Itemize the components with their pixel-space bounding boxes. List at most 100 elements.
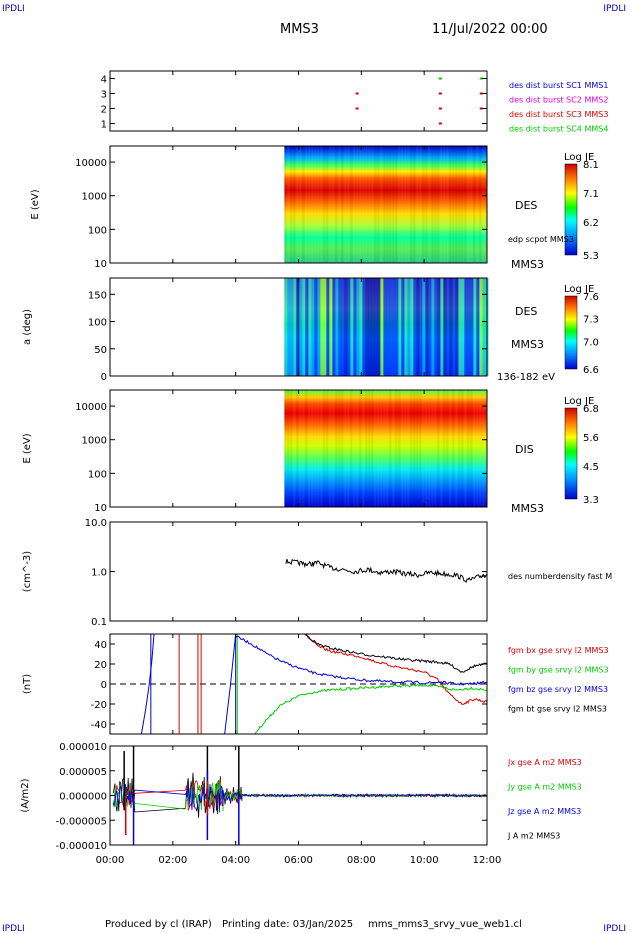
density-ylabel: (cm^-3) <box>22 551 33 592</box>
des-pitch-stripe <box>443 278 447 376</box>
des-energy-stripe <box>371 146 374 263</box>
des-energy-stripe <box>347 146 350 263</box>
des-energy-stripe <box>422 146 425 263</box>
fgm-legend-entry: fgm bt gse srvy l2 MMS3 <box>508 705 607 714</box>
des-pitch-stripe <box>305 278 309 376</box>
dis-energy-colorbar <box>564 407 578 500</box>
dis-energy-stripe <box>380 390 383 507</box>
dis-energy-colorbar-tick: 5.6 <box>583 433 599 444</box>
des-energy-stripe <box>335 146 338 263</box>
des-energy-stripe <box>416 146 419 263</box>
burst-legend-entry: des dist burst SC4 MMS4 <box>509 125 608 134</box>
des-energy-stripe <box>467 146 470 263</box>
dis-energy-stripe <box>284 390 287 507</box>
des-energy-stripe <box>482 146 485 263</box>
burst-marker <box>355 107 359 110</box>
fgm-bz-early-curve <box>224 634 237 734</box>
dis-energy-stripe <box>329 390 332 507</box>
des-pitch-stripe <box>356 278 360 376</box>
burst-marker <box>438 92 442 95</box>
des-pitch-stripe <box>293 278 297 376</box>
fgm-ytick-label: -20 <box>91 700 107 711</box>
des-pitch-ytick-label: 100 <box>88 318 107 329</box>
des-energy-colorbar-tick: 5.3 <box>583 251 599 262</box>
des-energy-stripe <box>344 146 347 263</box>
dis-energy-colorbar-title: Log JE <box>564 396 594 407</box>
des-energy-stripe <box>389 146 392 263</box>
des-energy-stripe <box>428 146 431 263</box>
burst-marker <box>355 92 359 95</box>
des-energy-stripe <box>386 146 389 263</box>
dis-energy-stripe <box>428 390 431 507</box>
dis-energy-stripe <box>425 390 428 507</box>
des-pitch-stripe <box>395 278 399 376</box>
des-pitch-ytick-label: 0 <box>101 372 107 383</box>
dis-energy-stripe <box>464 390 467 507</box>
des-energy-stripe <box>374 146 377 263</box>
des-pitch-stripe <box>467 278 471 376</box>
des-pitch-stripe <box>302 278 306 376</box>
des-pitch-stripe <box>452 278 456 376</box>
dis-energy-stripe <box>320 390 323 507</box>
des-energy-stripe <box>341 146 344 263</box>
dis-energy-stripe <box>458 390 461 507</box>
des-pitch-stripe <box>335 278 339 376</box>
des-pitch-stripe <box>398 278 402 376</box>
des-pitch-stripe <box>365 278 369 376</box>
des-energy-stripe <box>320 146 323 263</box>
dis-energy-stripe <box>371 390 374 507</box>
des-pitch-stripe <box>461 278 465 376</box>
des-pitch-stripe <box>344 278 348 376</box>
des-pitch-stripe <box>419 278 423 376</box>
des-pitch-stripe <box>371 278 375 376</box>
des-pitch-colorbar-tick: 7.3 <box>583 314 599 325</box>
dis-energy-stripe <box>449 390 452 507</box>
des-energy-stripe <box>392 146 395 263</box>
des-energy-stripe <box>377 146 380 263</box>
current-ytick-label: 0.000000 <box>59 792 107 803</box>
dis-energy-stripe <box>350 390 353 507</box>
corner-label-top-right: IPDLI <box>603 4 626 14</box>
fgm-ylabel: (nT) <box>22 674 33 694</box>
des-pitch-stripe <box>338 278 342 376</box>
dis-energy-stripe <box>413 390 416 507</box>
des-energy-stripe <box>407 146 410 263</box>
time-axis-tick-label: 02:00 <box>158 855 187 866</box>
density-legend-entry: des numberdensity fast M <box>508 572 612 581</box>
burst-ytick-label: 2 <box>101 105 107 116</box>
dis-energy-ytick-label: 1000 <box>82 436 107 447</box>
des-energy-mms-label: MMS3 <box>511 258 544 271</box>
dis-energy-stripe <box>332 390 335 507</box>
fgm-legend-entry: fgm bx gse srvy l2 MMS3 <box>508 646 609 655</box>
dis-energy-stripe <box>362 390 365 507</box>
des-pitch-ylabel: a (deg) <box>22 309 33 345</box>
des-pitch-stripe <box>392 278 396 376</box>
burst-panel-frame <box>109 70 488 132</box>
des-energy-stripe <box>452 146 455 263</box>
dis-energy-stripe <box>485 390 488 507</box>
des-energy-ytick-label: 1000 <box>82 192 107 203</box>
burst-legend-entry: des dist burst SC2 MMS2 <box>509 96 608 105</box>
fgm-legend-entry: fgm bz gse srvy l2 MMS3 <box>508 685 608 694</box>
des-energy-stripe <box>365 146 368 263</box>
des-energy-stripe <box>443 146 446 263</box>
des-energy-stripe <box>380 146 383 263</box>
des-pitch-colorbar-tick: 7.6 <box>583 292 599 303</box>
current-ytick-label: -0.000010 <box>56 841 107 852</box>
dis-energy-stripe <box>287 390 290 507</box>
corner-label-bottom-right: IPDLI <box>603 924 626 934</box>
dis-energy-stripe <box>395 390 398 507</box>
burst-marker <box>438 107 442 110</box>
des-energy-colorbar <box>564 163 578 256</box>
des-energy-stripe <box>314 146 317 263</box>
dis-energy-stripe <box>317 390 320 507</box>
des-energy-stripe <box>338 146 341 263</box>
des-pitch-stripe <box>380 278 384 376</box>
dis-energy-stripe <box>392 390 395 507</box>
des-pitch-stripe <box>401 278 405 376</box>
dis-energy-stripe <box>326 390 329 507</box>
current-legend-entry: Jy gse A m2 MMS3 <box>507 783 582 792</box>
des-pitch-stripe <box>425 278 429 376</box>
dis-energy-stripe <box>341 390 344 507</box>
des-energy-spectrogram <box>284 146 487 263</box>
